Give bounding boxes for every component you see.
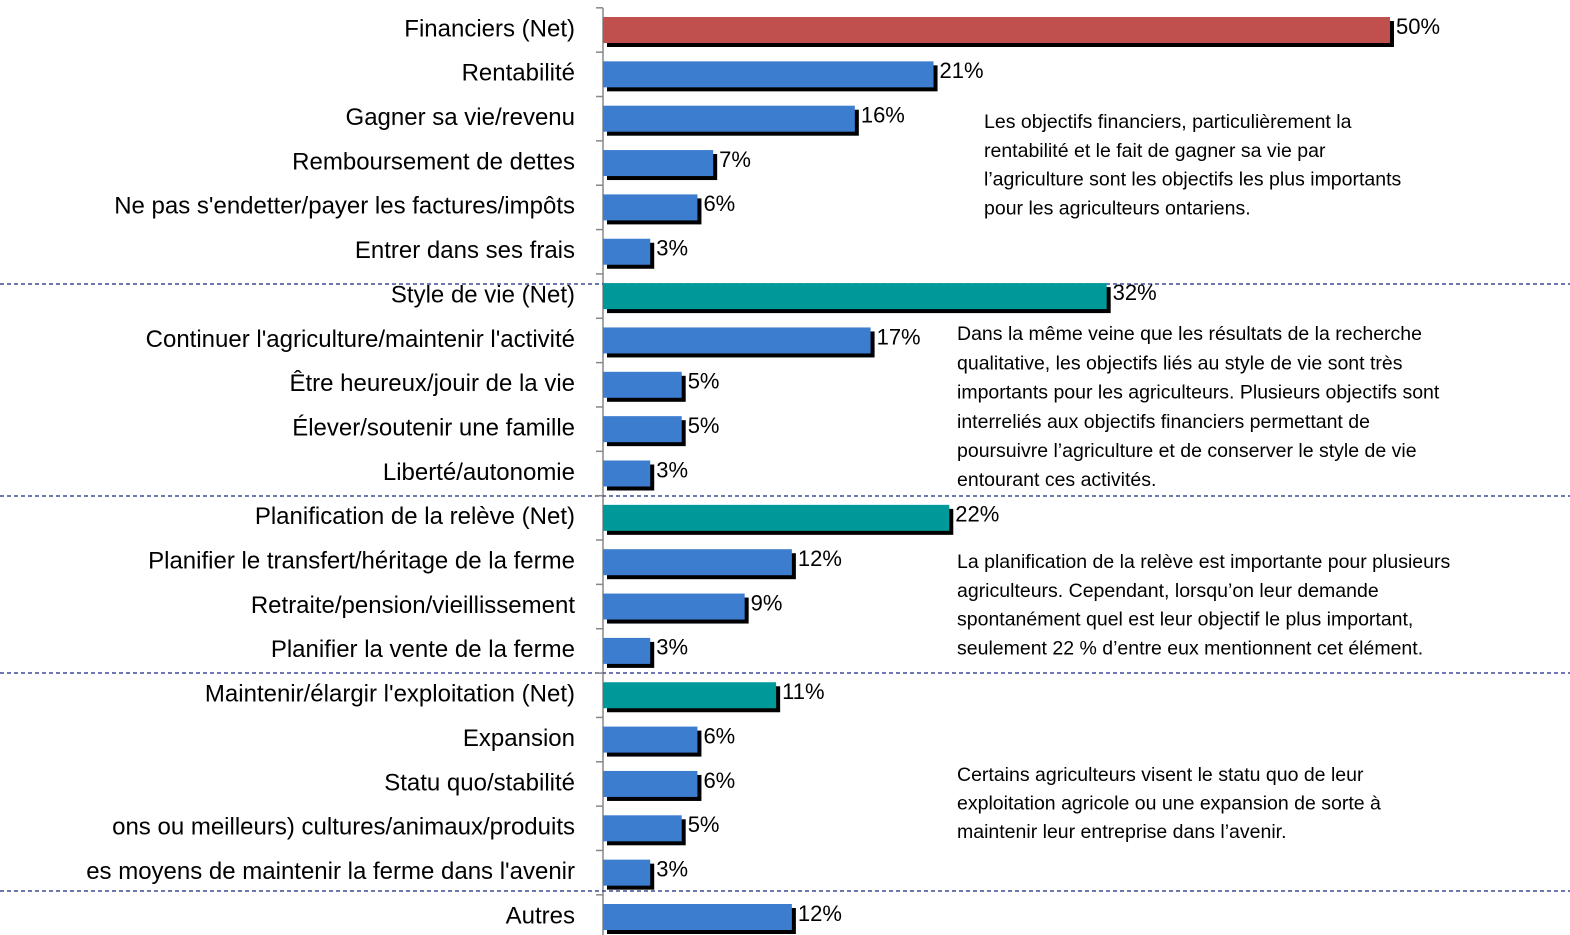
value-label: 12% <box>798 901 842 926</box>
category-label: Statu quo/stabilité <box>384 769 575 796</box>
annotation: rentabilité et le fait de gagner sa vie … <box>984 140 1326 162</box>
bar <box>603 638 650 664</box>
bar <box>603 549 792 575</box>
value-label: 5% <box>688 812 720 837</box>
category-label: Gagner sa vie/revenu <box>346 104 575 131</box>
category-label: Entrer dans ses frais <box>355 237 575 264</box>
value-label: 6% <box>703 768 735 793</box>
annotation: pour les agriculteurs ontariens. <box>984 197 1251 219</box>
annotation: qualitative, les objectifs liés au style… <box>957 352 1403 374</box>
annotation: agriculteurs. Cependant, lorsqu’on leur … <box>957 580 1379 602</box>
bar <box>603 727 697 753</box>
category-label: Être heureux/jouir de la vie <box>290 370 576 397</box>
value-label: 17% <box>877 324 921 349</box>
annotation: La planification de la relève est import… <box>957 551 1450 573</box>
value-label: 22% <box>955 502 999 527</box>
value-label: 9% <box>751 590 783 615</box>
bar <box>603 327 871 353</box>
bar <box>603 416 682 442</box>
category-label: Planification de la relève (Net) <box>255 503 575 530</box>
category-label: Retraite/pension/vieillissement <box>251 592 575 619</box>
annotation: importants pour les agriculteurs. Plusie… <box>957 382 1440 404</box>
category-label: Autres <box>506 902 575 929</box>
category-label: Élever/soutenir une famille <box>292 414 575 441</box>
value-label: 12% <box>798 546 842 571</box>
chart: Financiers (Net) 50% Rentabilité 21% Gagner … <box>0 0 1570 935</box>
category-label: Planifier la vente de la ferme <box>271 636 575 663</box>
category-label: Liberté/autonomie <box>383 459 575 486</box>
bar <box>603 461 650 487</box>
annotation: l’agriculture sont les objectifs les plu… <box>984 169 1402 191</box>
value-label: 32% <box>1113 280 1157 305</box>
annotation: spontanément quel est leur objectif le p… <box>957 609 1413 631</box>
category-label: es moyens de maintenir la ferme dans l'a… <box>86 858 575 885</box>
bar <box>603 505 949 531</box>
bar <box>603 194 697 220</box>
category-label: Remboursement de dettes <box>292 148 575 175</box>
value-label: 50% <box>1396 14 1440 39</box>
value-label: 6% <box>703 723 735 748</box>
category-label: ons ou meilleurs) cultures/animaux/produ… <box>112 814 575 841</box>
bar <box>603 904 792 930</box>
annotation: poursuivre l’agriculture et de conserver… <box>957 440 1417 462</box>
annotation: entourant ces activités. <box>957 469 1156 491</box>
bar <box>603 61 934 87</box>
bar <box>603 239 650 265</box>
annotation: Certains agriculteurs visent le statu qu… <box>957 764 1364 786</box>
value-label: 3% <box>656 236 688 261</box>
annotation: exploitation agricole ou une expansion d… <box>957 793 1381 815</box>
value-label: 11% <box>782 679 824 704</box>
category-label: Style de vie (Net) <box>391 281 575 308</box>
bar <box>603 283 1107 309</box>
bar <box>603 815 682 841</box>
annotation: seulement 22 % d’entre eux mentionnent c… <box>957 637 1423 659</box>
bar <box>603 594 745 620</box>
value-label: 5% <box>688 369 720 394</box>
value-label: 7% <box>719 147 751 172</box>
value-label: 16% <box>861 103 905 128</box>
annotation: interreliés aux objectifs financiers per… <box>957 411 1370 433</box>
bar <box>603 106 855 132</box>
annotation: Les objectifs financiers, particulièreme… <box>984 111 1352 133</box>
bar <box>603 860 650 886</box>
annotation: maintenir leur entreprise dans l’avenir. <box>957 821 1287 843</box>
category-label: Rentabilité <box>462 60 575 87</box>
annotation: Dans la même veine que les résultats de … <box>957 323 1422 345</box>
category-label: Maintenir/élargir l'exploitation (Net) <box>205 681 575 708</box>
value-label: 21% <box>940 58 984 83</box>
value-label: 5% <box>688 413 720 438</box>
category-label: Financiers (Net) <box>404 15 575 42</box>
bar <box>603 682 776 708</box>
category-label: Ne pas s'endetter/payer les factures/imp… <box>114 193 575 220</box>
value-label: 3% <box>656 457 688 482</box>
category-label: Expansion <box>463 725 575 752</box>
value-label: 6% <box>703 191 735 216</box>
value-label: 3% <box>656 635 688 660</box>
category-label: Planifier le transfert/héritage de la fe… <box>148 548 575 575</box>
value-label: 3% <box>656 856 688 881</box>
bar <box>603 17 1390 43</box>
bar <box>603 150 713 176</box>
bar <box>603 372 682 398</box>
bar <box>603 771 697 797</box>
category-label: Continuer l'agriculture/maintenir l'acti… <box>146 326 575 353</box>
